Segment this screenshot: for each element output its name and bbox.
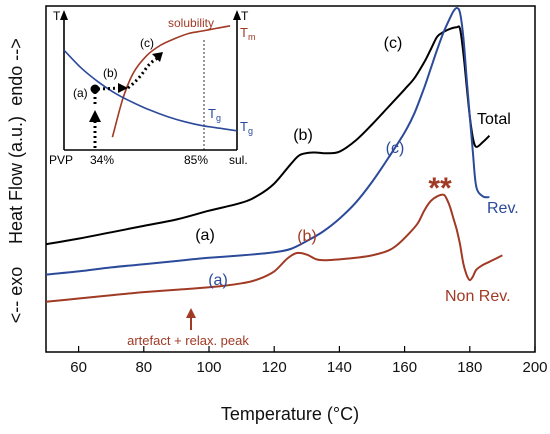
inset-left-axis-label: T	[53, 9, 61, 23]
x-tick-label-120: 120	[262, 359, 287, 376]
inset-sul-label: sul.	[229, 153, 248, 167]
nonrev-annotation-b: (b)	[297, 228, 317, 245]
inset-tg-curve-label: Tg	[208, 106, 221, 123]
inset-label-a: (a)	[73, 86, 88, 100]
rev-series-label: Rev.	[487, 200, 519, 217]
inset-label-c: (c)	[140, 36, 154, 50]
nonrev-peak-stars: **	[428, 172, 452, 205]
rev-annotation-c: (c)	[386, 140, 405, 157]
x-axis-title: Temperature (°C)	[221, 404, 359, 424]
y-axis-exo-label: <-- exo	[6, 267, 26, 324]
plot-frame	[45, 5, 536, 353]
x-tick-label-80: 80	[135, 359, 152, 376]
inset-tg-curve	[63, 49, 238, 132]
inset-tick-85: 85%	[184, 153, 208, 167]
nonrev-curve	[45, 193, 503, 303]
inset-tg-axis-label: Tg	[240, 119, 253, 136]
total-series-label: Total	[477, 111, 511, 128]
inset-label-b: (b)	[103, 66, 118, 80]
nonrev-series-label: Non Rev.	[445, 288, 511, 305]
inset-tick-34: 34%	[90, 153, 114, 167]
inset-tm-label: Tm	[240, 25, 255, 42]
y-axis-title: Heat Flow (a.u.)	[6, 116, 26, 244]
inset-background	[47, 7, 252, 164]
total-annotation-b: (b)	[293, 127, 313, 144]
inset-right-axis-label: T	[241, 9, 249, 23]
inset-phase-diagram: T T PVP 34% 85% sul. solubility Tm Tg Tg…	[47, 7, 255, 167]
x-axis-ticks	[77, 346, 536, 352]
artefact-label: artefact + relax. peak	[127, 333, 249, 348]
x-tick-label-60: 60	[70, 359, 87, 376]
inset-pvp-label: PVP	[49, 153, 73, 167]
rev-annotation-a: (a)	[208, 272, 228, 289]
inset-dotted-path	[89, 52, 163, 148]
x-tick-label-140: 140	[327, 359, 352, 376]
rev-curve	[45, 6, 490, 276]
x-tick-label-200: 200	[522, 359, 547, 376]
total-annotation-c: (c)	[384, 35, 403, 52]
artefact-arrow	[186, 308, 196, 330]
total-annotation-a: (a)	[195, 227, 215, 244]
x-tick-label-100: 100	[196, 359, 221, 376]
inset-point-a	[90, 84, 100, 94]
x-tick-label-160: 160	[392, 359, 417, 376]
inset-solubility-label: solubility	[168, 16, 214, 30]
y-axis-endo-label: endo -->	[6, 38, 26, 106]
y-axis-title-group: <-- exo Heat Flow (a.u.) endo -->	[6, 38, 26, 323]
x-tick-label-180: 180	[457, 359, 482, 376]
x-axis-tick-labels: 60 80 100 120 140 160 180 200	[70, 359, 547, 376]
inset-tm-curve	[111, 25, 231, 138]
